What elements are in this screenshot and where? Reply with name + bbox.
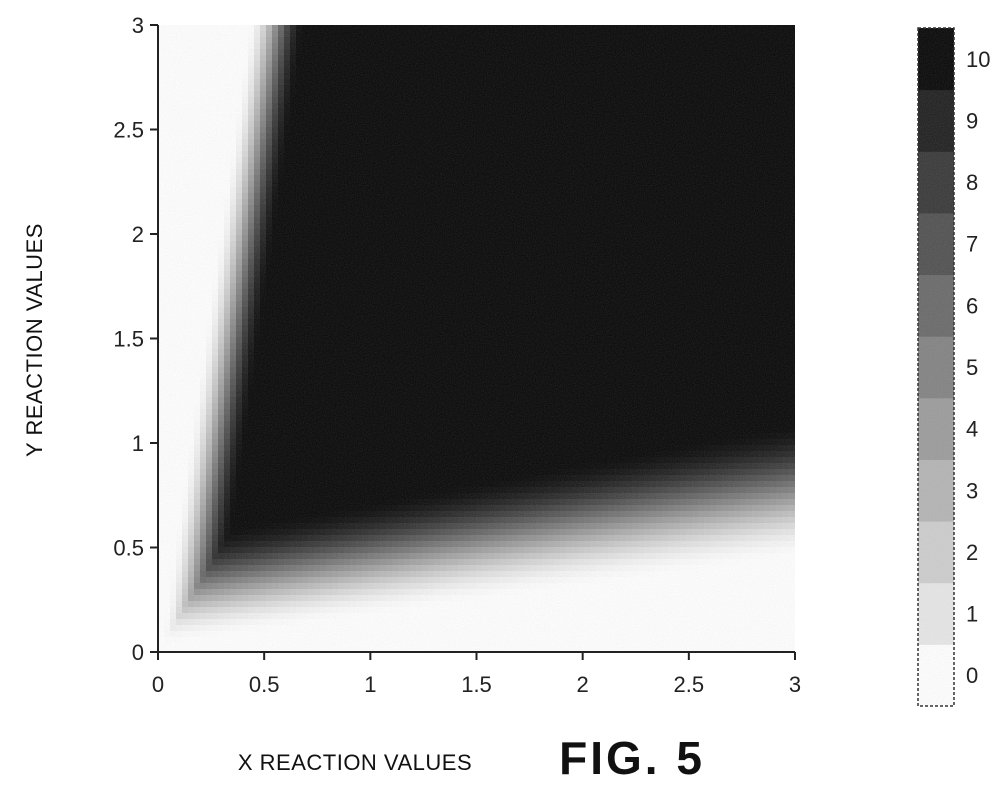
heatmap-area [158,25,795,652]
